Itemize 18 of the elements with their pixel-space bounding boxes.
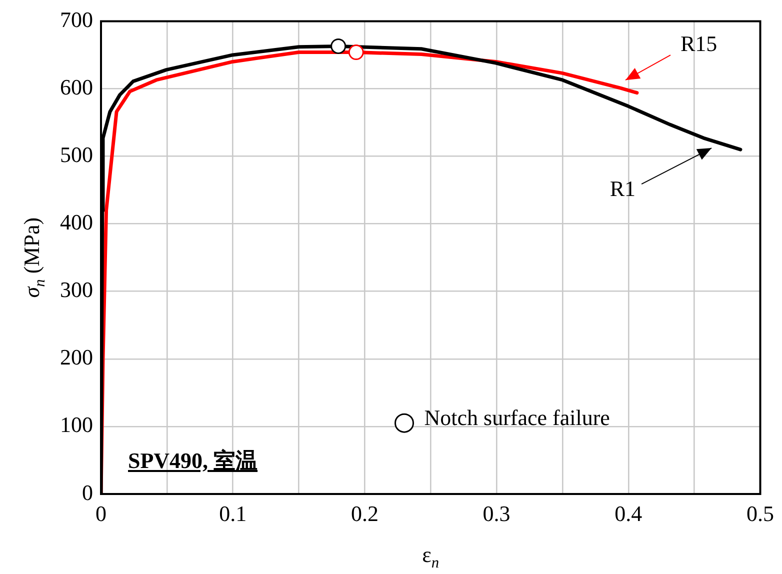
y-tick-label: 500 <box>60 142 93 168</box>
y-tick-label: 200 <box>60 344 93 370</box>
x-tick-label: 0.4 <box>614 500 642 526</box>
y-tick-label: 400 <box>60 210 93 235</box>
y-tick-label: 100 <box>60 412 93 438</box>
y-tick-label: 600 <box>60 74 93 100</box>
x-tick-label: 0.5 <box>746 500 774 526</box>
y-tick-label: 700 <box>60 6 93 32</box>
text: R15 <box>680 30 718 56</box>
y-axis-title: σn (MPa) <box>19 217 48 298</box>
x-tick-label: 0.1 <box>219 500 247 526</box>
x-tick-label: 0.3 <box>482 500 510 526</box>
annotation: SPV490, 室温 <box>128 447 258 475</box>
x-tick-label: 0.2 <box>350 500 378 526</box>
text: R1 <box>610 176 636 201</box>
y-tick-label: 300 <box>60 277 93 302</box>
y-tick-label: 0 <box>82 480 93 505</box>
legend-label: Notch surface failure <box>424 404 610 430</box>
